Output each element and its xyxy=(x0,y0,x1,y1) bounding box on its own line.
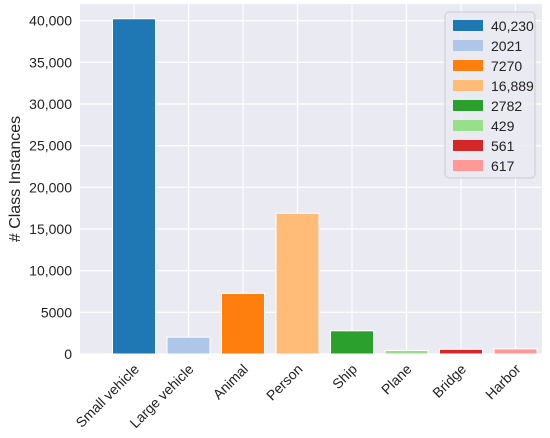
y-tick-label: 20,000 xyxy=(29,179,72,195)
bar-harbor xyxy=(493,348,538,355)
bar-small-vehicle xyxy=(112,18,156,355)
legend-swatch xyxy=(453,80,483,91)
bars xyxy=(112,18,538,355)
x-tick-label: Animal xyxy=(210,361,252,403)
legend-label: 40,230 xyxy=(491,18,534,34)
legend-label: 2021 xyxy=(491,38,522,54)
bar-animal xyxy=(221,292,265,355)
x-tick-label: Harbor xyxy=(482,361,524,403)
y-tick-label: 15,000 xyxy=(29,221,72,237)
bar-person xyxy=(275,212,320,355)
legend-frame xyxy=(444,11,536,179)
bar-ship xyxy=(330,330,374,355)
x-tick-label: Bridge xyxy=(429,361,469,401)
legend-swatch xyxy=(453,20,483,31)
legend-swatch xyxy=(453,60,483,71)
y-tick-label: 25,000 xyxy=(29,138,72,154)
y-tick-label: 30,000 xyxy=(29,96,72,112)
legend-label: 617 xyxy=(491,158,515,174)
legend-swatch xyxy=(453,100,483,111)
legend-swatch xyxy=(453,40,483,51)
legend-label: 429 xyxy=(491,118,515,134)
y-tick-label: 0 xyxy=(64,346,72,362)
bar-plane xyxy=(384,349,429,355)
y-tick-label: 10,000 xyxy=(29,263,72,279)
x-tick-label: Ship xyxy=(329,361,360,392)
y-axis-ticks: 0 5000 10,000 15,000 20,000 25,000 30,000 35,00… xyxy=(29,13,72,362)
legend-label: 2782 xyxy=(491,98,522,114)
bar-large-vehicle xyxy=(166,336,211,355)
legend-label: 561 xyxy=(491,138,515,154)
x-tick-label: Person xyxy=(263,361,306,404)
x-tick-label: Plane xyxy=(378,361,415,398)
legend-swatch xyxy=(453,140,483,151)
legend-label: 7270 xyxy=(491,58,522,74)
bar-bridge xyxy=(439,348,483,355)
legend-swatch xyxy=(453,120,483,131)
y-axis-label: # Class Instances xyxy=(7,116,24,242)
y-tick-label: 5000 xyxy=(41,304,72,320)
legend: 40,230 2021 7270 16,889 2782 429 561 617 xyxy=(444,11,536,179)
legend-label: 16,889 xyxy=(491,78,534,94)
y-tick-label: 40,000 xyxy=(29,13,72,29)
y-tick-label: 35,000 xyxy=(29,54,72,70)
legend-swatch xyxy=(453,160,483,171)
